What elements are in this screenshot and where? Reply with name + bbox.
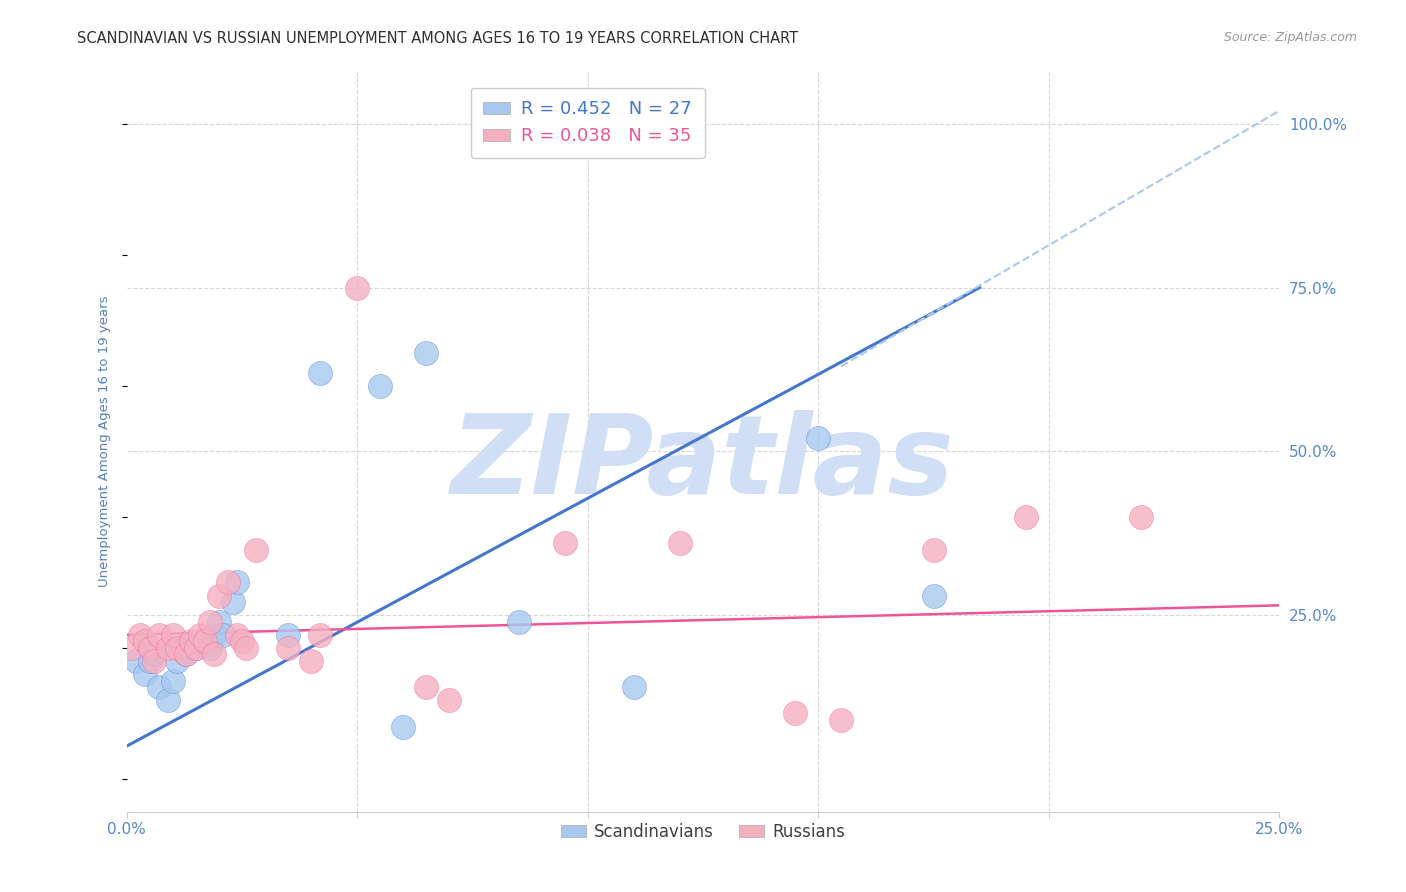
Point [1015, 509, 1038, 524]
Point [922, 542, 945, 557]
Point [198, 640, 221, 655]
Point [134, 634, 156, 648]
Point [202, 648, 225, 662]
Point [368, 379, 391, 393]
Point [415, 680, 437, 694]
Point [277, 628, 299, 642]
Point [166, 640, 188, 655]
Point [194, 634, 217, 648]
Text: Source: ZipAtlas.com: Source: ZipAtlas.com [1223, 31, 1357, 45]
Point [148, 628, 170, 642]
Point [212, 628, 235, 642]
Point [138, 640, 160, 655]
Point [231, 634, 253, 648]
Point [202, 628, 225, 642]
Point [922, 589, 945, 603]
Point [785, 706, 807, 721]
Point [188, 628, 211, 642]
Point [148, 680, 170, 694]
Point [1130, 509, 1153, 524]
Point [226, 575, 249, 590]
Point [143, 648, 166, 662]
Point [807, 431, 830, 445]
Point [157, 693, 180, 707]
Legend: Scandinavians, Russians: Scandinavians, Russians [554, 816, 852, 847]
Point [125, 654, 148, 668]
Point [221, 595, 243, 609]
Point [208, 615, 231, 629]
Point [226, 628, 249, 642]
Y-axis label: Unemployment Among Ages 16 to 19 years: Unemployment Among Ages 16 to 19 years [97, 296, 111, 587]
Point [180, 634, 202, 648]
Point [299, 654, 322, 668]
Point [176, 648, 198, 662]
Point [184, 640, 207, 655]
Text: SCANDINAVIAN VS RUSSIAN UNEMPLOYMENT AMONG AGES 16 TO 19 YEARS CORRELATION CHART: SCANDINAVIAN VS RUSSIAN UNEMPLOYMENT AMO… [77, 31, 799, 46]
Point [120, 640, 142, 655]
Point [134, 667, 156, 681]
Point [508, 615, 530, 629]
Point [198, 615, 221, 629]
Point [208, 589, 231, 603]
Point [143, 654, 166, 668]
Text: ZIPatlas: ZIPatlas [451, 410, 955, 517]
Point [392, 720, 415, 734]
Point [129, 628, 152, 642]
Point [346, 280, 368, 294]
Point [554, 536, 576, 550]
Point [170, 640, 193, 655]
Point [439, 693, 461, 707]
Point [830, 713, 852, 727]
Point [669, 536, 692, 550]
Point [162, 628, 184, 642]
Point [162, 673, 184, 688]
Point [623, 680, 645, 694]
Point [176, 648, 198, 662]
Point [188, 634, 211, 648]
Point [235, 640, 257, 655]
Point [309, 628, 332, 642]
Point [217, 575, 239, 590]
Point [277, 640, 299, 655]
Point [138, 654, 160, 668]
Point [415, 346, 437, 360]
Point [245, 542, 267, 557]
Point [157, 640, 180, 655]
Point [166, 654, 188, 668]
Point [309, 366, 332, 380]
Point [184, 640, 207, 655]
